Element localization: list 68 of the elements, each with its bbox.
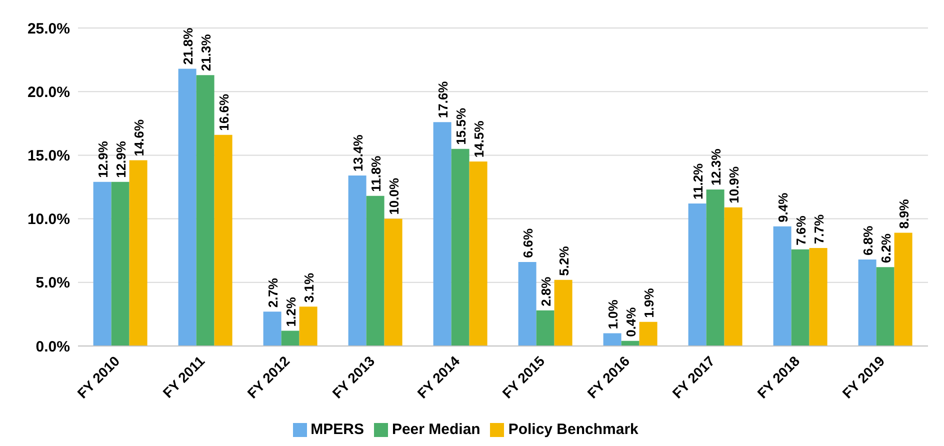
bar bbox=[724, 207, 742, 346]
bar bbox=[469, 162, 488, 346]
legend-label: Peer Median bbox=[392, 421, 480, 438]
bar bbox=[639, 322, 658, 346]
bar bbox=[178, 68, 196, 346]
data-label: 1.0% bbox=[605, 299, 620, 330]
data-label: 17.6% bbox=[435, 80, 450, 118]
bar bbox=[299, 306, 318, 346]
data-label: 2.7% bbox=[265, 278, 280, 308]
data-label: 6.8% bbox=[860, 225, 876, 256]
bar bbox=[263, 312, 282, 346]
bar bbox=[791, 249, 810, 346]
bar bbox=[348, 176, 366, 346]
bar bbox=[554, 280, 572, 346]
bar bbox=[214, 134, 232, 346]
bar bbox=[706, 190, 724, 346]
data-label: 1.9% bbox=[641, 288, 656, 318]
legend-label: Policy Benchmark bbox=[508, 421, 638, 438]
data-label: 21.3% bbox=[198, 34, 214, 72]
bar bbox=[894, 232, 912, 346]
data-label: 1.2% bbox=[283, 296, 298, 327]
bar bbox=[366, 196, 384, 346]
bar bbox=[196, 75, 214, 346]
bar bbox=[111, 182, 130, 346]
y-tick-label: 25.0% bbox=[27, 20, 70, 38]
bar bbox=[603, 333, 622, 346]
data-label: 3.1% bbox=[301, 272, 316, 303]
bar bbox=[858, 260, 876, 346]
data-label: 12.9% bbox=[113, 140, 128, 178]
data-label: 5.2% bbox=[556, 246, 572, 276]
legend-label: MPERS bbox=[310, 421, 364, 438]
bar bbox=[773, 226, 792, 346]
y-tick-label: 15.0% bbox=[27, 148, 70, 165]
bar bbox=[688, 204, 706, 346]
bar bbox=[281, 330, 300, 346]
data-label: 11.8% bbox=[368, 155, 384, 192]
data-label: 6.2% bbox=[878, 233, 894, 264]
bar bbox=[93, 182, 112, 346]
data-label: 21.8% bbox=[180, 27, 196, 65]
data-label: 14.5% bbox=[471, 120, 486, 158]
y-tick-label: 5.0% bbox=[36, 274, 70, 292]
bar bbox=[536, 310, 554, 346]
data-label: 14.6% bbox=[131, 118, 146, 156]
data-label: 10.9% bbox=[726, 166, 742, 204]
bar bbox=[876, 267, 894, 346]
data-label: 13.4% bbox=[350, 134, 366, 172]
data-label: 9.4% bbox=[775, 192, 790, 222]
data-label: 15.5% bbox=[453, 108, 468, 145]
data-label: 16.6% bbox=[216, 94, 232, 131]
bar bbox=[809, 248, 828, 346]
data-label: 6.6% bbox=[520, 228, 536, 258]
y-tick-label: 20.0% bbox=[27, 84, 70, 101]
data-label: 10.0% bbox=[386, 178, 402, 215]
data-label: 7.7% bbox=[811, 214, 826, 244]
y-tick-label: 10.0% bbox=[27, 211, 70, 228]
data-label: 0.4% bbox=[623, 306, 638, 337]
bar bbox=[518, 262, 536, 346]
bar bbox=[129, 160, 148, 346]
data-label: 2.8% bbox=[538, 276, 554, 306]
data-label: 8.9% bbox=[896, 198, 912, 229]
data-label: 12.9% bbox=[95, 140, 110, 178]
data-label: 7.6% bbox=[793, 215, 808, 246]
bar bbox=[384, 218, 402, 346]
y-tick-label: 0.0% bbox=[36, 338, 70, 356]
data-label: 12.3% bbox=[708, 148, 724, 186]
bar bbox=[433, 122, 452, 346]
bar bbox=[451, 148, 470, 346]
data-label: 11.2% bbox=[690, 162, 706, 200]
